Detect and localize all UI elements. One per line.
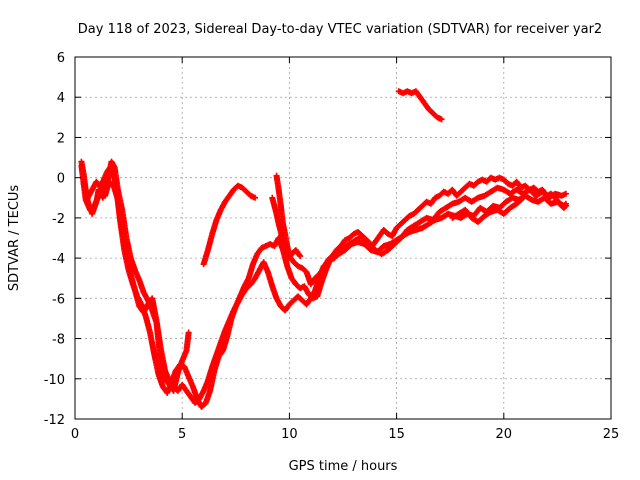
y-tick-label: -8 — [52, 333, 65, 348]
series-track-h — [449, 194, 527, 225]
series-track-d — [273, 172, 569, 288]
y-tick-label: -2 — [52, 212, 65, 227]
x-tick-labels: 0 5 10 15 20 25 — [71, 427, 619, 442]
y-tick-label: -12 — [44, 413, 65, 428]
y-tick-label: 4 — [57, 91, 65, 106]
data-point — [562, 190, 569, 197]
data-point — [562, 202, 569, 209]
x-tick-label: 0 — [71, 427, 79, 442]
data-point — [252, 194, 259, 201]
x-tick-label: 5 — [178, 427, 186, 442]
plot-area — [78, 88, 569, 410]
y-tick-labels: -12 -10 -8 -6 -4 -2 0 2 4 6 — [44, 51, 65, 428]
data-point — [519, 195, 526, 202]
series-track-f — [269, 194, 304, 264]
y-tick-label: 2 — [57, 131, 65, 146]
y-tick-label: 0 — [57, 172, 65, 187]
data-point — [438, 116, 445, 123]
data-point — [520, 194, 527, 201]
x-tick-label: 15 — [388, 427, 405, 442]
data-point — [185, 329, 192, 336]
series-track-g — [395, 88, 445, 123]
axis-ticks — [74, 56, 612, 420]
x-tick-label: 10 — [281, 427, 298, 442]
y-tick-label: -6 — [52, 292, 65, 307]
x-tick-label: 25 — [603, 427, 620, 442]
grid — [75, 57, 611, 419]
y-tick-label: -10 — [44, 373, 65, 388]
plot-border — [74, 56, 612, 420]
x-axis-title: GPS time / hours — [289, 459, 398, 474]
y-tick-label: 6 — [57, 51, 65, 66]
data-point — [561, 203, 568, 210]
data-series — [78, 88, 569, 410]
series-track-e — [200, 182, 259, 268]
y-tick-label: -4 — [52, 252, 65, 267]
data-point — [297, 253, 304, 260]
chart-title: Day 118 of 2023, Sidereal Day-to-day VTE… — [78, 22, 602, 37]
x-tick-label: 20 — [496, 427, 513, 442]
y-axis-title: SDTVAR / TECUs — [7, 185, 22, 292]
series-track-b — [78, 162, 569, 410]
